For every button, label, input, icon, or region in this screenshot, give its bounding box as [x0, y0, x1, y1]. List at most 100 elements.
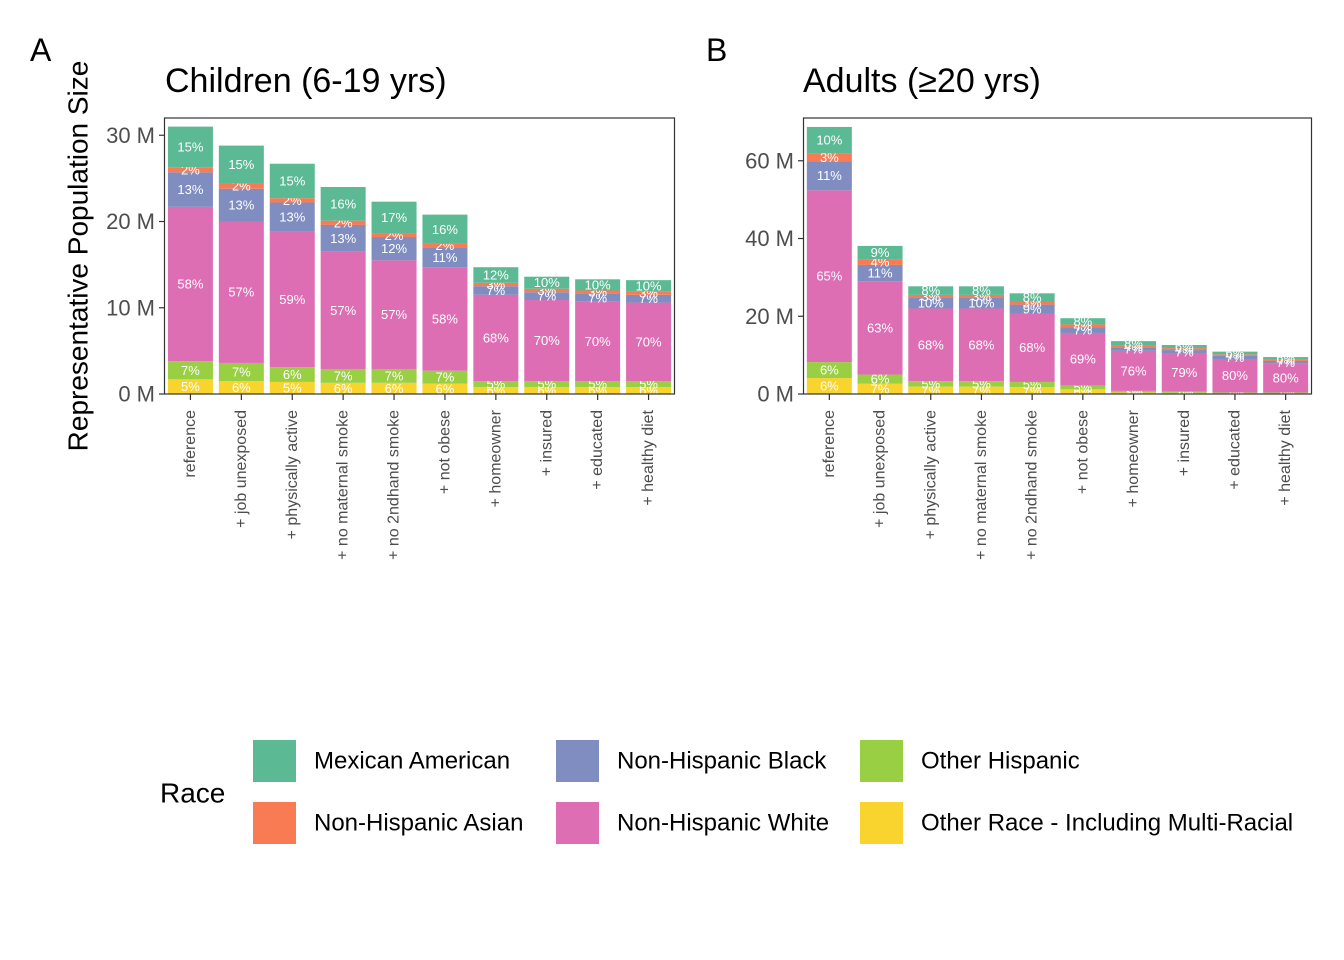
bar-data-label: 68% [483, 330, 509, 345]
bar-data-label: 7% [588, 290, 607, 305]
bar-data-label: 12% [483, 267, 509, 282]
bar-data-label: 68% [918, 337, 944, 352]
bar-segment-non-hispanic-asian [473, 282, 519, 287]
bar-segment-other-hispanic [473, 381, 519, 388]
bar-segment-non-hispanic-asian [857, 259, 903, 265]
bar-data-label: 6% [820, 363, 839, 378]
bar-data-label: 80% [1222, 368, 1248, 383]
bar-segment-other-hispanic [1263, 392, 1309, 394]
bar-segment-non-hispanic-white [626, 302, 672, 382]
bar-data-label: 10% [636, 278, 662, 293]
bar-data-label: 13% [279, 210, 305, 225]
bar-segment-other-race-including-multi-racial [269, 381, 315, 394]
bar-segment-non-hispanic-black [1111, 347, 1157, 351]
bar-segment-other-race-including-multi-racial [218, 381, 264, 394]
bar-data-label: 15% [228, 157, 254, 172]
bar-data-label: 70% [636, 334, 662, 349]
bar-segment-other-hispanic [1161, 391, 1207, 393]
bar-segment-non-hispanic-white [908, 308, 954, 382]
legend-item-other-race-including-multi-racial: Other Race - Including Multi-Racial [860, 802, 1293, 844]
bar-segment-non-hispanic-white [167, 206, 213, 362]
plot-border [802, 117, 1313, 395]
bar-segment-other-hispanic [1111, 390, 1157, 393]
bar-segment-other-race-including-multi-racial [371, 382, 417, 394]
x-tick-label: + job unexposed [233, 410, 250, 528]
legend-swatch [860, 802, 903, 844]
y-tick-label: 10 M [106, 295, 155, 320]
chart-title: Adults (≥20 yrs) [803, 62, 1041, 100]
bar-segment-non-hispanic-white [269, 231, 315, 368]
x-tick-label: + healthy diet [1277, 409, 1294, 505]
bar-segment-other-race-including-multi-racial [422, 383, 468, 394]
bar-segment-non-hispanic-white [857, 281, 903, 375]
legend-label: Non-Hispanic White [617, 810, 829, 837]
bar-segment-non-hispanic-black [908, 297, 954, 309]
bar-data-label: 58% [177, 277, 203, 292]
x-tick-label: + homeowner [487, 409, 504, 507]
bar-segment-other-race-including-multi-racial [1009, 387, 1055, 394]
y-tick-label: 30 M [106, 123, 155, 148]
bar-data-label: 7% [181, 363, 200, 378]
bar-data-label: 76% [1121, 363, 1147, 378]
bar-data-label: 13% [177, 182, 203, 197]
bar-segment-non-hispanic-black [167, 172, 213, 207]
bar-data-label: 10% [816, 133, 842, 148]
bar-segment-mexican-american [422, 214, 468, 244]
bar-segment-non-hispanic-asian [1111, 345, 1157, 348]
bar-segment-non-hispanic-asian [1161, 348, 1207, 351]
bar-segment-non-hispanic-white [218, 221, 264, 363]
bar-segment-non-hispanic-asian [908, 294, 954, 298]
bar-segment-non-hispanic-asian [371, 233, 417, 238]
bar-segment-non-hispanic-black [269, 202, 315, 232]
bar-segment-mexican-american [269, 163, 315, 199]
bar-segment-non-hispanic-asian [958, 294, 1004, 298]
bar-segment-non-hispanic-black [473, 286, 519, 295]
bar-segment-other-race-including-multi-racial [473, 387, 519, 394]
bar-segment-non-hispanic-white [1212, 359, 1258, 393]
bar-segment-other-hispanic [371, 368, 417, 383]
bar-data-label: 10% [585, 277, 611, 292]
bar-data-label: 57% [330, 303, 356, 318]
bar-segment-non-hispanic-black [371, 237, 417, 261]
bar-segment-other-race-including-multi-racial [167, 379, 213, 394]
x-tick-label: reference [182, 410, 199, 478]
bar-segment-other-hispanic [167, 361, 213, 380]
bar-segment-mexican-american [167, 126, 213, 168]
bar-data-label: 6% [1276, 351, 1295, 366]
bar-data-label: 7% [639, 291, 658, 306]
bar-segment-non-hispanic-black [320, 224, 366, 252]
bar-data-label: 11% [868, 266, 893, 281]
legend-item-other-hispanic: Other Hispanic [860, 740, 1080, 782]
bar-data-label: 12% [381, 241, 407, 256]
bar-segment-non-hispanic-asian [320, 220, 366, 225]
bar-segment-other-race-including-multi-racial [1111, 392, 1157, 394]
x-tick-label: + homeowner [1125, 409, 1142, 507]
bar-data-label: 65% [816, 269, 842, 284]
y-tick-label: 20 M [106, 209, 155, 234]
legend-item-non-hispanic-asian: Non-Hispanic Asian [253, 802, 523, 844]
bar-segment-non-hispanic-white [371, 260, 417, 369]
chart-title: Children (6-19 yrs) [165, 62, 447, 100]
bar-segment-other-hispanic [1009, 381, 1055, 388]
bar-data-label: 58% [432, 311, 458, 326]
bar-segment-other-race-including-multi-racial [1060, 389, 1106, 394]
bar-segment-non-hispanic-asian [1009, 301, 1055, 305]
bar-segment-mexican-american [626, 280, 672, 292]
legend-label: Other Race - Including Multi-Racial [921, 810, 1293, 837]
bar-data-label: 7% [486, 283, 505, 298]
y-axis-title: Representative Population Size [63, 61, 94, 452]
bar-segment-other-race-including-multi-racial [524, 387, 570, 394]
bar-segment-other-race-including-multi-racial [806, 378, 852, 394]
bar-data-label: 7% [436, 370, 455, 385]
bar-segment-non-hispanic-black [1009, 304, 1055, 314]
bar-data-label: 6% [436, 381, 455, 396]
x-tick-label: + insured [1176, 410, 1193, 476]
bar-data-label: 8% [1073, 314, 1092, 329]
legend-item-mexican-american: Mexican American [253, 740, 510, 782]
bar-segment-other-hispanic [1212, 392, 1258, 394]
bar-segment-non-hispanic-white [1060, 332, 1106, 386]
bar-data-label: 6% [334, 381, 353, 396]
x-tick-label: reference [821, 410, 838, 478]
bar-data-label: 15% [177, 139, 203, 154]
bar-segment-non-hispanic-asian [218, 183, 264, 189]
